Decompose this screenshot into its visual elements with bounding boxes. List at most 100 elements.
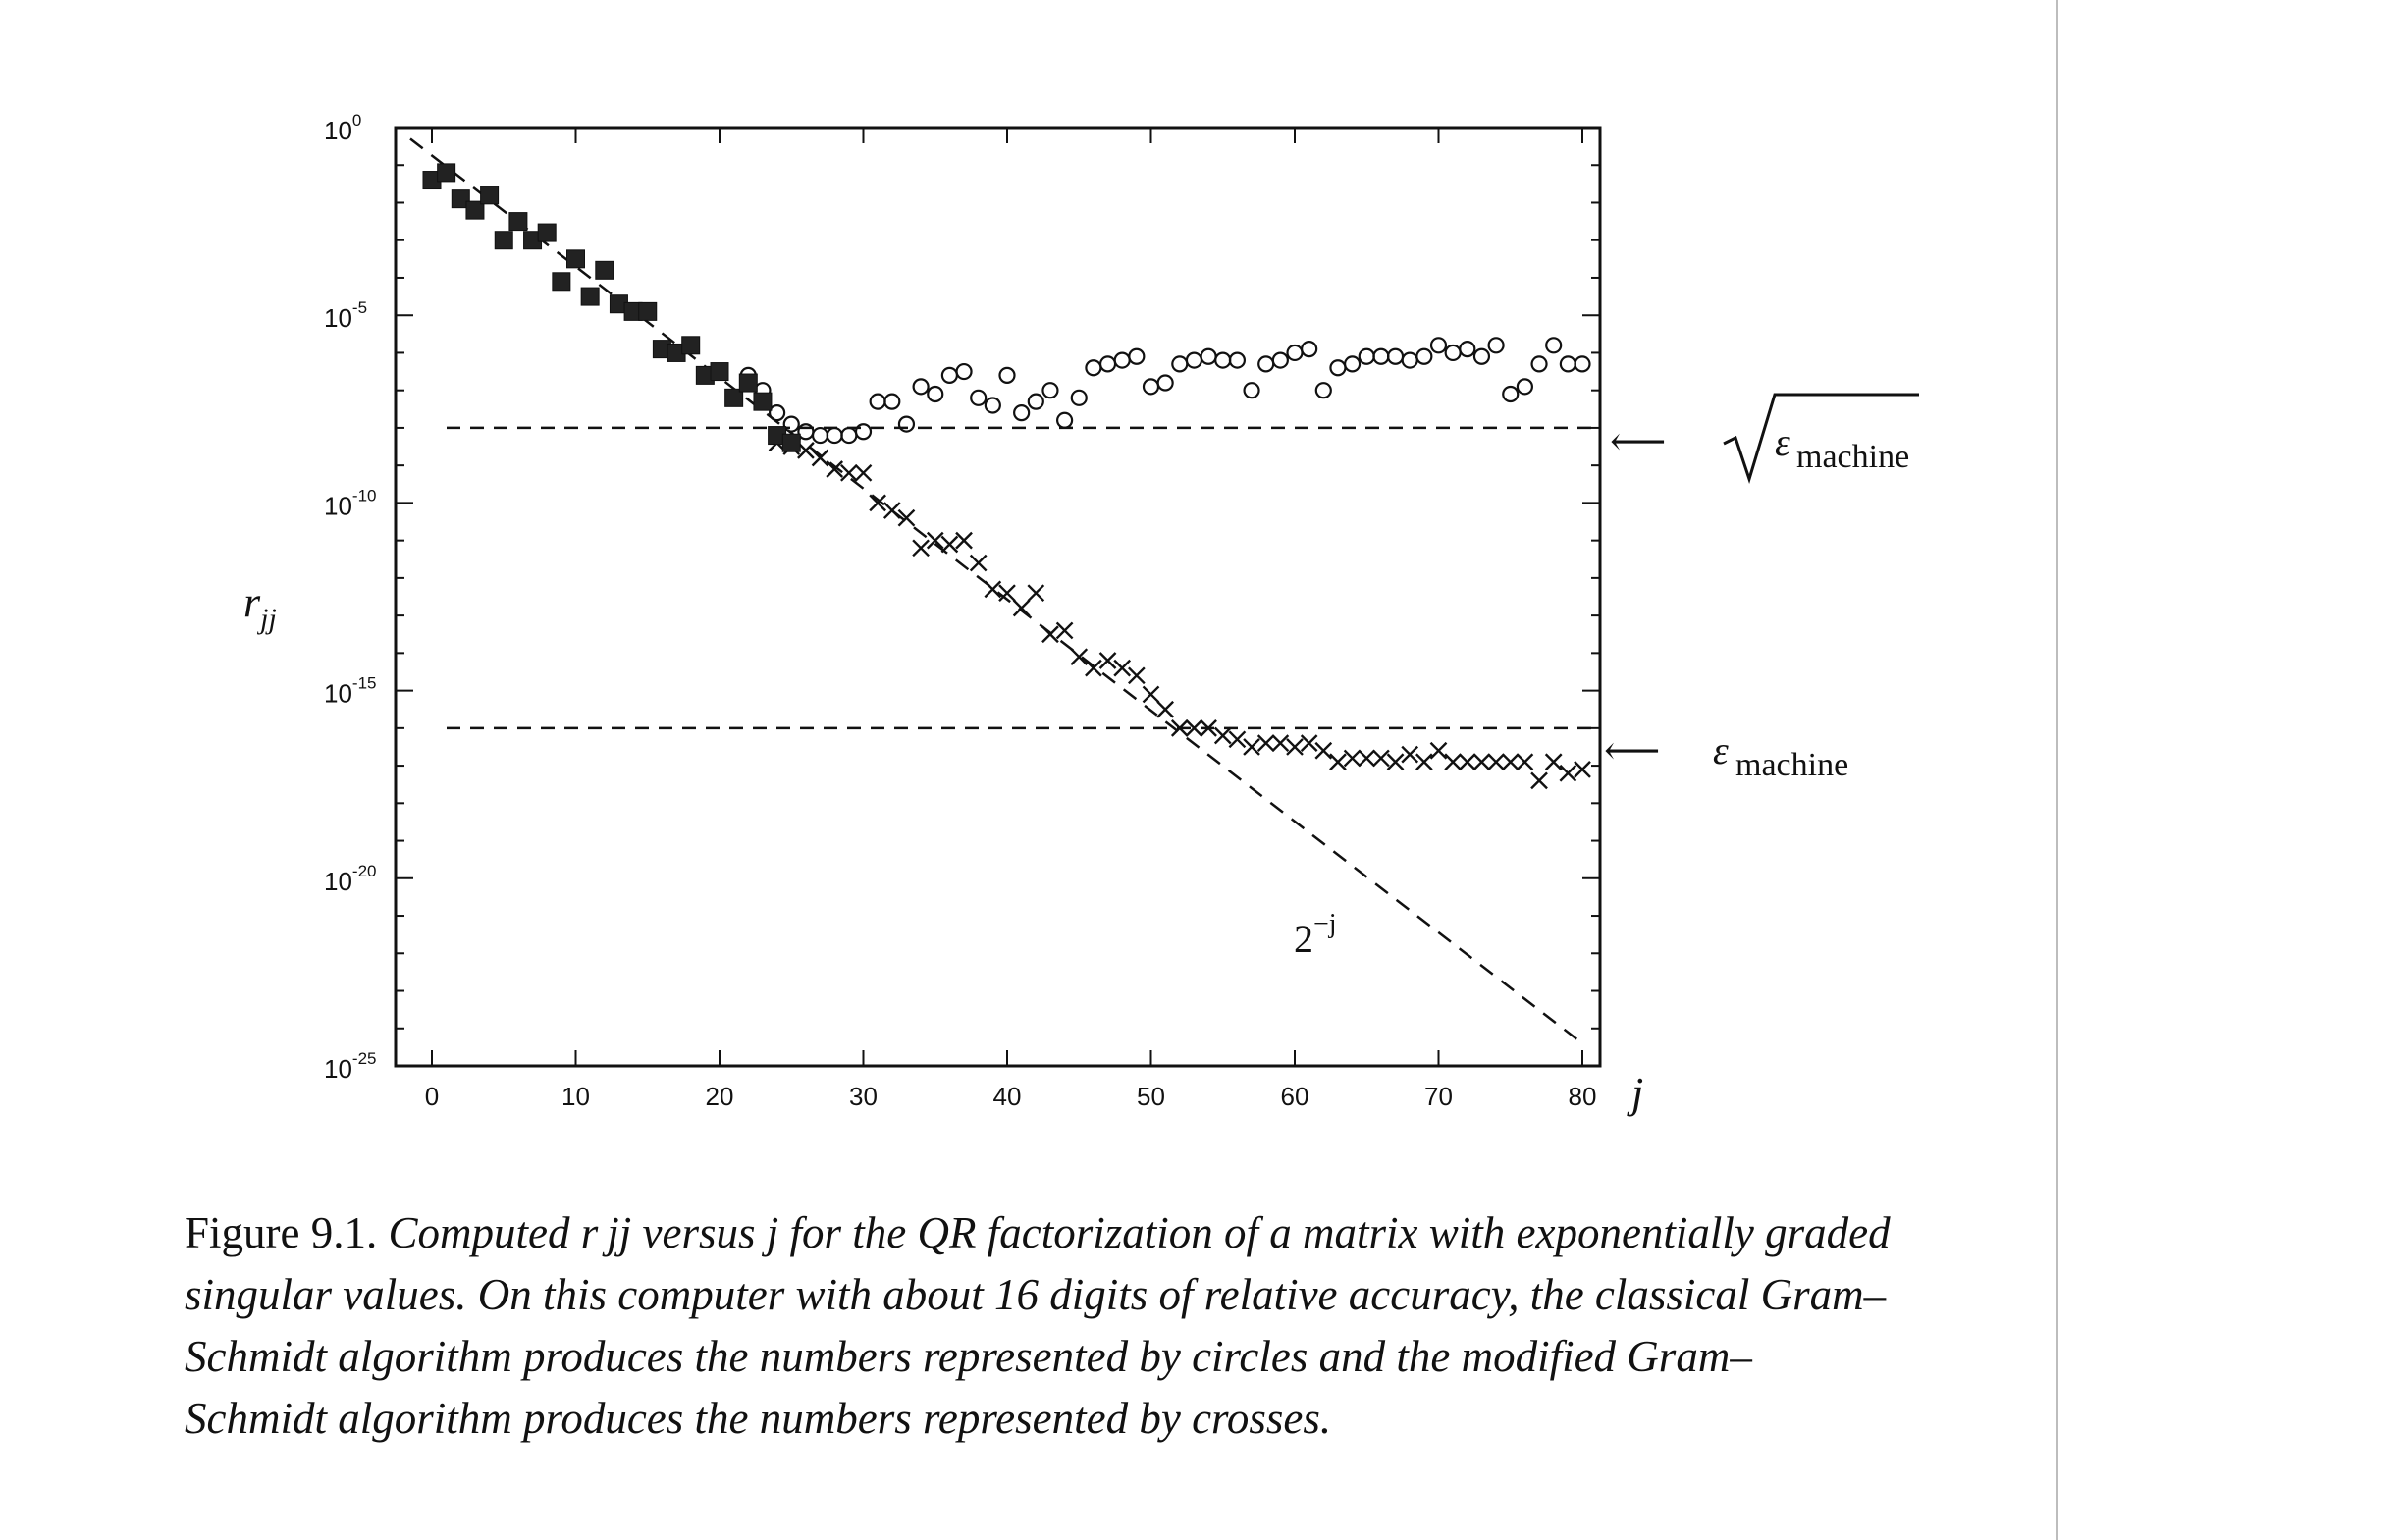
cgs-point (1271, 351, 1289, 369)
cgs-point (897, 415, 916, 433)
mgs-point (1358, 749, 1376, 768)
y-axis-label-main: r (243, 578, 261, 626)
mgs-point (897, 508, 916, 527)
slope-label-base: 2 (1294, 917, 1313, 961)
mgs-point-stroke-b (1386, 753, 1405, 771)
mgs-point-stroke-b (1041, 625, 1059, 644)
mgs-point (1041, 625, 1059, 644)
mgs-point (1429, 741, 1448, 760)
cgs-point (1329, 359, 1347, 377)
slope-line-2-pow-minus-j (409, 137, 1583, 1045)
y-tick-exponent: -20 (352, 862, 377, 880)
cgs-point (811, 426, 829, 445)
both-point (753, 392, 773, 411)
mgs-point-stroke-b (1501, 753, 1520, 771)
mgs-point-stroke-b (797, 442, 815, 459)
cgs-point (970, 389, 988, 406)
cgs-point (1185, 351, 1203, 369)
mgs-point (912, 539, 930, 558)
mgs-point-stroke-b (1128, 666, 1146, 685)
cgs-point (1343, 355, 1362, 373)
x-tick-label-70: 70 (1424, 1082, 1453, 1111)
y-tick-label-25: 10-25 (324, 1049, 377, 1084)
mgs-point-stroke-b (1142, 685, 1160, 704)
cgs-point (883, 393, 901, 410)
cgs-point (1171, 355, 1189, 373)
mgs-point-stroke-b (1429, 741, 1448, 760)
both-point (681, 336, 701, 355)
mgs-point (1329, 753, 1347, 771)
y-tick-base: 10 (324, 303, 352, 333)
mgs-point-stroke-b (940, 535, 959, 554)
mgs-point-stroke-b (1243, 738, 1260, 756)
cgs-point (912, 378, 930, 396)
mgs-point-stroke-b (1070, 648, 1089, 666)
both-point (465, 200, 485, 220)
cgs-point (854, 423, 873, 441)
cgs-point (1070, 389, 1088, 406)
figure-caption: Figure 9.1. Computed r jj versus j for t… (185, 1202, 1893, 1450)
cgs-point (1574, 355, 1591, 373)
cgs-point (1545, 337, 1563, 354)
svg-text:2−j: 2−j (1294, 909, 1337, 961)
mgs-point (998, 584, 1016, 603)
cgs-point (1314, 382, 1332, 399)
mgs-point (1574, 761, 1591, 778)
cgs-point (1243, 382, 1260, 399)
x-tick-label-80: 80 (1569, 1082, 1597, 1111)
both-point (494, 231, 513, 250)
cgs-point (1472, 347, 1491, 365)
mgs-point (1113, 659, 1132, 677)
mgs-point-stroke-b (1085, 659, 1102, 677)
y-tick-label-10: 10-10 (324, 486, 377, 520)
mgs-point (1401, 745, 1419, 764)
mgs-point-stroke-b (998, 584, 1016, 603)
mgs-point (1256, 734, 1275, 752)
mgs-point-stroke-b (1458, 753, 1476, 771)
x-tick-label-30: 30 (849, 1082, 878, 1111)
both-point (580, 287, 600, 306)
y-axis-label-sub: jj (256, 603, 277, 635)
both-point (552, 272, 571, 292)
mgs-point (1544, 753, 1563, 771)
cgs-point (826, 426, 843, 445)
caption-text: Computed r jj versus j for the QR factor… (185, 1208, 1891, 1443)
page-edge-divider (2056, 0, 2058, 1540)
mgs-point (1243, 738, 1260, 756)
eps-symbol: ε (1713, 728, 1729, 772)
eps-arrow: ⟵ (1604, 728, 1660, 772)
mgs-point (882, 502, 901, 519)
cgs-point (1286, 344, 1304, 362)
mgs-point (1228, 730, 1247, 749)
mgs-point (1386, 753, 1405, 771)
mgs-point (1372, 749, 1390, 768)
cgs-point (1386, 347, 1405, 365)
mgs-point-stroke-b (1200, 718, 1217, 737)
mgs-point-stroke-b (1185, 718, 1203, 737)
both-point (781, 433, 801, 452)
mgs-point (1070, 648, 1089, 666)
x-axis-label: j (1627, 1069, 1643, 1117)
mgs-point (1314, 741, 1333, 760)
mgs-point-stroke-b (1300, 734, 1318, 752)
x-tick-label-10: 10 (561, 1082, 590, 1111)
x-tick-label-50: 50 (1137, 1082, 1165, 1111)
mgs-point (1472, 753, 1491, 771)
mgs-point-stroke-b (912, 539, 930, 558)
y-tick-label-15: 10-15 (324, 674, 377, 709)
y-tick-exponent: -10 (352, 486, 377, 504)
mgs-point-stroke-b (1415, 753, 1433, 771)
y-tick-base: 10 (324, 1054, 352, 1084)
cgs-point (869, 393, 886, 410)
mgs-point-stroke-b (1286, 738, 1304, 756)
cgs-point (1128, 347, 1146, 365)
cgs-point (1142, 378, 1160, 396)
cgs-point (1444, 344, 1462, 362)
mgs-point-stroke-b (1027, 584, 1045, 603)
mgs-point-stroke-b (1113, 659, 1132, 677)
cgs-point (998, 366, 1016, 384)
sqrt-eps-subscript: machine (1796, 439, 1909, 475)
mgs-point (826, 460, 844, 478)
mgs-point (1170, 718, 1189, 737)
